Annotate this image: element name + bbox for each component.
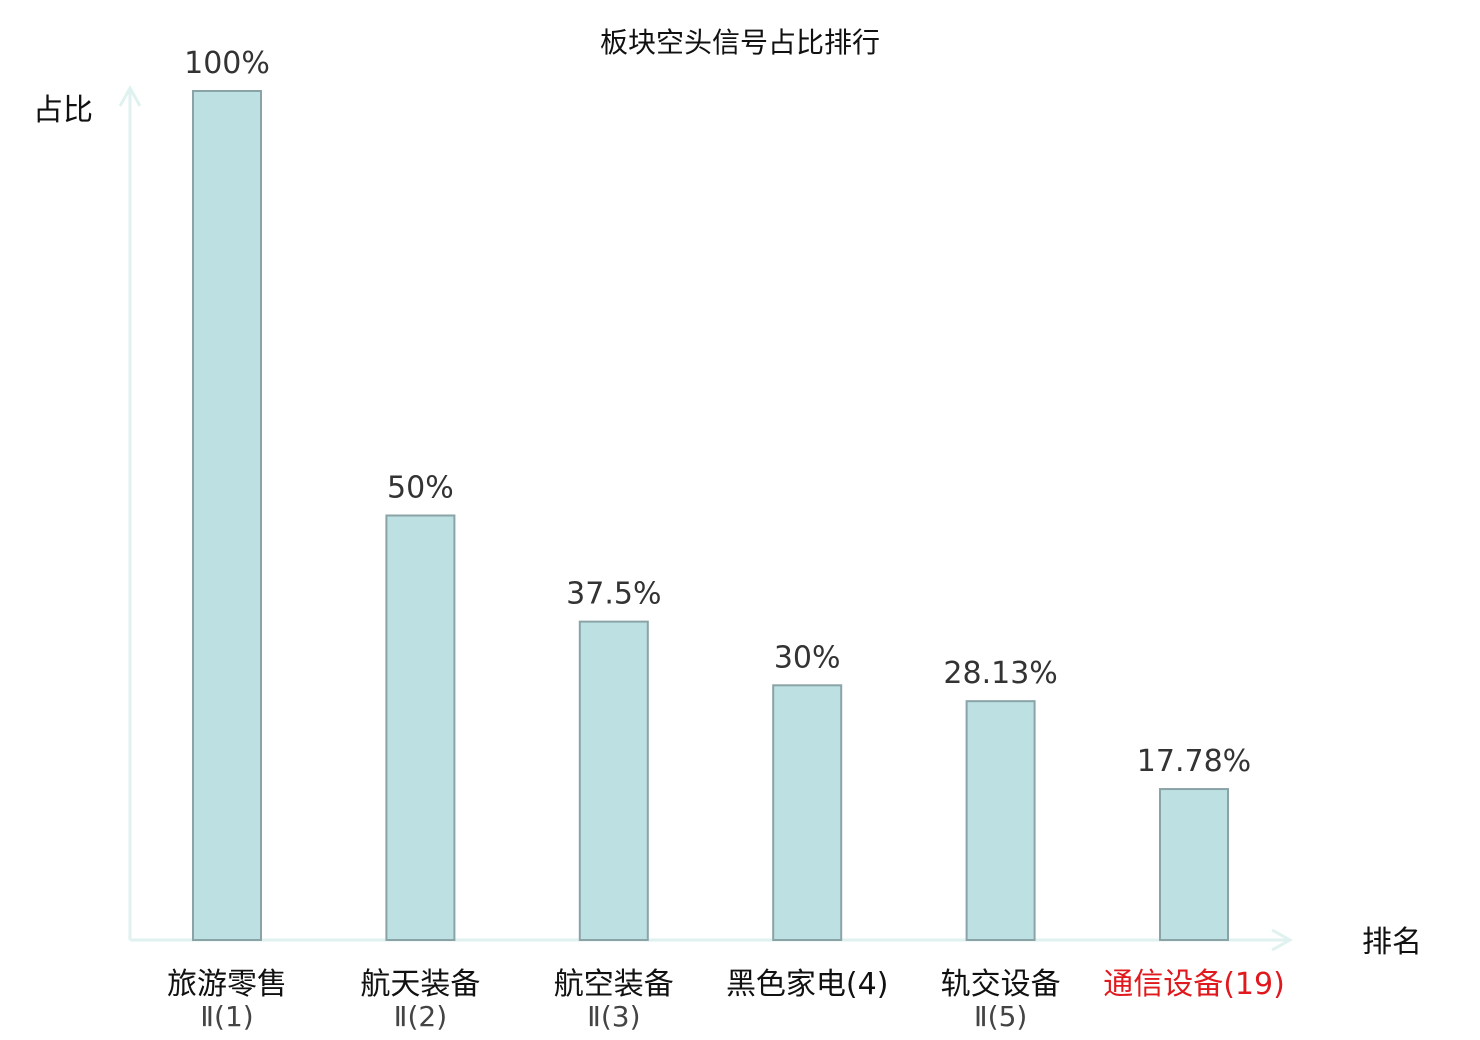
category-label-4: 黑色家电(4)	[726, 967, 889, 1002]
category-sublabel-3: Ⅱ(3)	[587, 1000, 640, 1033]
bar-4	[772, 684, 843, 941]
bar-3	[578, 620, 649, 941]
category-label-5: 轨交设备	[941, 967, 1061, 1002]
category-label-3: 航空装备	[554, 967, 674, 1002]
bar-5	[965, 700, 1036, 941]
axes	[118, 84, 1294, 952]
bar-6	[1159, 788, 1229, 941]
category-sublabel-5: Ⅱ(5)	[974, 1000, 1027, 1033]
bar-2	[385, 514, 456, 941]
value-label-6: 17.78%	[1137, 744, 1251, 779]
chart-title: 板块空头信号占比排行	[600, 26, 880, 59]
category-sublabel-2: Ⅱ(2)	[394, 1000, 447, 1033]
category-label-2: 航天装备	[360, 967, 480, 1002]
y-axis-label: 占比	[33, 93, 93, 128]
value-label-5: 28.13%	[943, 656, 1057, 691]
bars-group	[192, 90, 1229, 941]
y-axis-arrow	[118, 84, 142, 107]
x-axis-label: 排名	[1362, 925, 1422, 960]
x-axis-arrow	[1271, 928, 1294, 952]
value-label-3: 37.5%	[566, 577, 661, 612]
bar-1	[192, 90, 262, 941]
value-label-2: 50%	[387, 471, 454, 506]
value-label-4: 30%	[774, 640, 841, 675]
category-label-6: 通信设备(19)	[1103, 967, 1285, 1002]
category-label-1: 旅游零售	[167, 967, 287, 1002]
category-sublabel-1: Ⅱ(1)	[200, 1000, 253, 1033]
value-label-1: 100%	[184, 46, 270, 81]
value-labels-group: 100% 50% 37.5% 30% 28.13% 17.78%	[184, 46, 1251, 779]
